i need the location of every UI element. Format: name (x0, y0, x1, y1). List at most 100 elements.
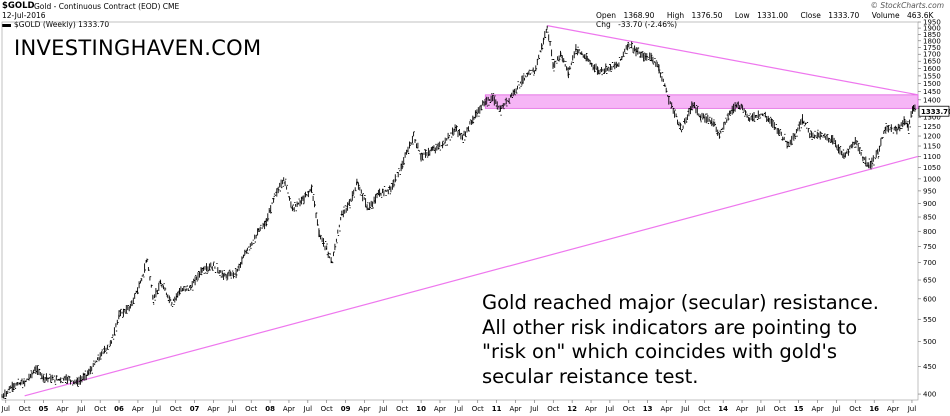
x-tick-label: 08 (265, 405, 275, 413)
x-tick-label: Jul (605, 405, 615, 413)
series-legend: $GOLD (Weekly) 1333.70 (2, 20, 109, 29)
x-tick-label: 14 (718, 405, 728, 413)
x-tick-label: Jul (756, 405, 766, 413)
x-tick-label: 10 (416, 405, 426, 413)
y-tick-label: 1700 (923, 51, 941, 59)
x-tick-label: 06 (114, 405, 124, 413)
x-tick-label: Oct (19, 405, 31, 413)
y-tick-label: 800 (923, 228, 936, 236)
legend-swatch (2, 23, 11, 27)
price-tag-box (918, 105, 950, 117)
annotation-line: Gold reached major (secular) resistance. (482, 291, 879, 314)
x-tick-label: Apr (283, 405, 295, 413)
y-tick-label: 750 (923, 243, 936, 251)
price-series (1, 25, 917, 399)
x-tick-label: Oct (472, 405, 484, 413)
volume-label: Volume (871, 11, 900, 20)
close-label: Close (800, 11, 821, 20)
chart-header: $GOLD Gold - Continuous Contract (EOD) C… (0, 0, 950, 29)
y-tick-label: 1150 (923, 143, 941, 151)
y-tick-label: 1600 (923, 65, 941, 73)
x-tick-label: Jul (1, 405, 11, 413)
x-tick-label: Apr (56, 405, 68, 413)
x-tick-label: Apr (434, 405, 446, 413)
brand-watermark: INVESTINGHAVEN.COM (14, 36, 262, 60)
x-tick-label: Apr (812, 405, 824, 413)
plot-frame (1, 21, 919, 401)
y-tick-label: 650 (923, 277, 936, 285)
y-tick-label: 1850 (923, 31, 941, 39)
y-tick-label: 1250 (923, 123, 941, 131)
x-tick-label: Jul (152, 405, 162, 413)
y-tick-label: 1450 (923, 88, 941, 96)
x-tick-label: Apr (132, 405, 144, 413)
x-tick-label: Oct (321, 405, 333, 413)
chart-date: 12-Jul-2016 (2, 11, 46, 20)
x-tick-label: Apr (358, 405, 370, 413)
y-tick-label: 1400 (923, 96, 941, 104)
x-tick-label: Jul (907, 405, 917, 413)
ohlc-readout: Open 1368.90 High 1376.50 Low 1331.00 Cl… (596, 11, 950, 29)
annotation-text: Gold reached major (secular) resistance.… (482, 291, 922, 389)
high-value: 1376.50 (691, 11, 723, 20)
x-tick-label: 13 (643, 405, 653, 413)
open-label: Open (596, 11, 617, 20)
y-tick-label: 1950 (923, 19, 941, 27)
x-tick-label: 05 (39, 405, 49, 413)
y-tick-label: 1000 (923, 175, 941, 183)
y-tick-label: 950 (923, 187, 936, 195)
trendline (24, 155, 919, 397)
x-tick-label: Jul (303, 405, 313, 413)
annotation-line: secular reistance test. (482, 364, 699, 388)
x-tick-label: 09 (341, 405, 351, 413)
x-tick-label: Jul (76, 405, 86, 413)
annotation-line: "risk on" which coincides with gold's (482, 340, 838, 363)
x-tick-label: Apr (509, 405, 521, 413)
y-tick-label: 850 (923, 214, 936, 222)
x-tick-label: Oct (170, 405, 182, 413)
chg-value: -33.70 (-2.46%) (618, 20, 678, 29)
x-tick-label: Oct (698, 405, 710, 413)
y-tick-label: 1550 (923, 72, 941, 80)
low-label: Low (734, 11, 750, 20)
x-tick-label: Jul (454, 405, 464, 413)
y-tick-label: 600 (923, 295, 936, 303)
chg-label: Chg (596, 20, 611, 29)
x-tick-label: 07 (190, 405, 200, 413)
resistance-band (484, 94, 919, 109)
x-tick-label: 12 (567, 405, 577, 413)
description: Gold - Continuous Contract (EOD) CME (34, 2, 180, 11)
x-tick-label: 15 (794, 405, 804, 413)
y-tick-label: 1300 (923, 114, 941, 122)
y-tick-label: 1750 (923, 44, 941, 52)
x-tick-label: Apr (207, 405, 219, 413)
x-tick-label: Apr (736, 405, 748, 413)
y-tick-label: 1500 (923, 80, 941, 88)
low-value: 1331.00 (757, 11, 789, 20)
x-tick-label: Apr (660, 405, 672, 413)
high-label: High (666, 11, 685, 20)
x-tick-label: 11 (492, 405, 502, 413)
x-tick-label: Jul (378, 405, 388, 413)
x-tick-label: Oct (94, 405, 106, 413)
y-tick-label: 1800 (923, 37, 941, 45)
y-tick-label: 900 (923, 200, 936, 208)
close-value: 1333.70 (828, 11, 860, 20)
y-tick-label: 500 (923, 338, 936, 346)
price-tag: 1333.70 (921, 108, 950, 116)
annotation-line: All other risk indicators are pointing t… (482, 315, 858, 339)
y-tick-label: 1200 (923, 133, 941, 141)
symbol: $GOLD (2, 1, 35, 11)
x-tick-label: Oct (245, 405, 257, 413)
x-tick-label: Oct (849, 405, 861, 413)
y-tick-label: 1050 (923, 164, 941, 172)
open-value: 1368.90 (623, 11, 655, 20)
x-tick-label: Jul (227, 405, 237, 413)
x-tick-label: Oct (623, 405, 635, 413)
x-tick-label: Oct (774, 405, 786, 413)
x-tick-label: Oct (396, 405, 408, 413)
x-tick-label: 16 (869, 405, 879, 413)
x-tick-label: Jul (831, 405, 841, 413)
x-tick-label: Oct (547, 405, 559, 413)
